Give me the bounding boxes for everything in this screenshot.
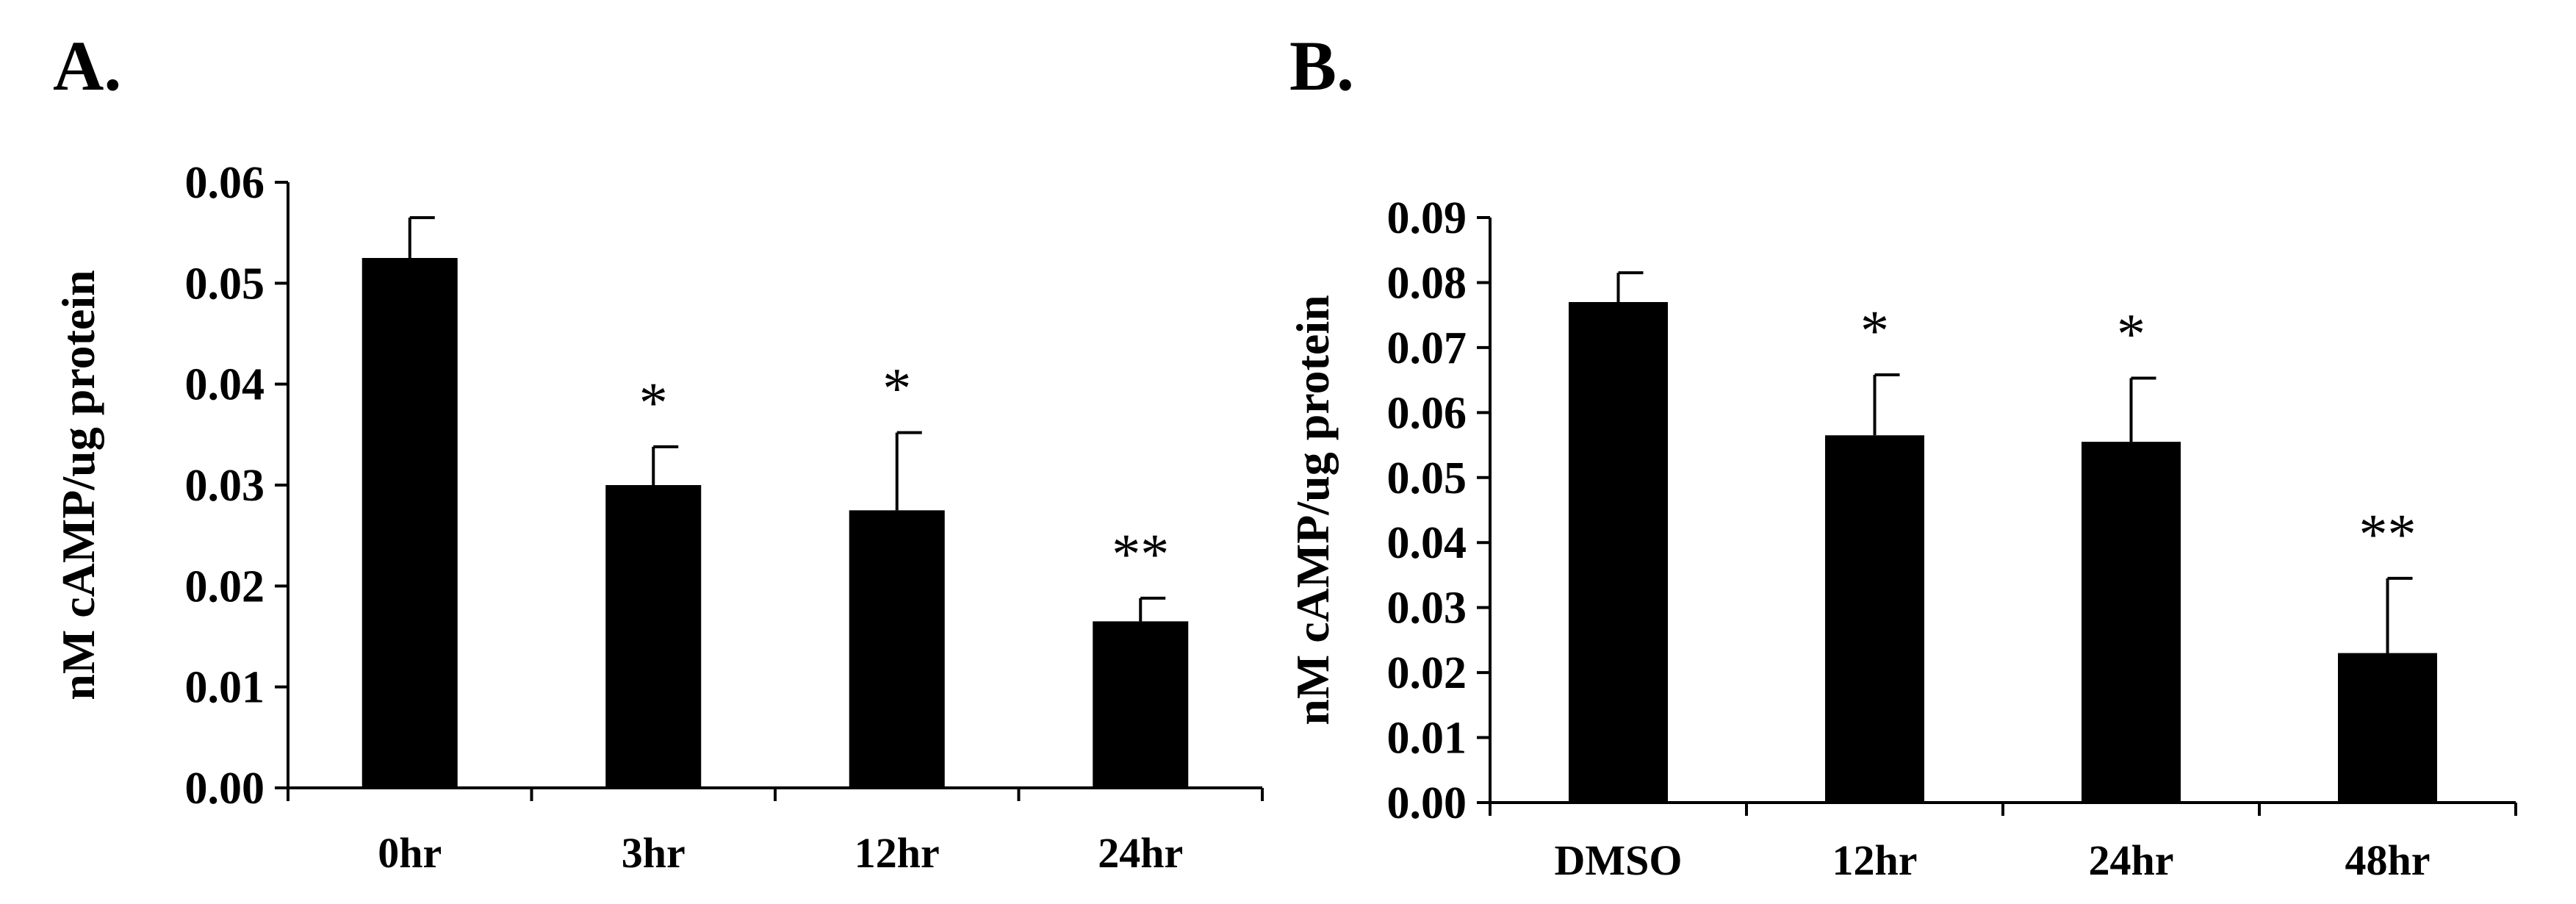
bar-12hr [1825,435,1924,803]
significance-marker: ** [1112,522,1169,586]
bar-48hr [2338,653,2437,803]
x-category-label: 0hr [378,829,442,877]
y-tick-label: 0.01 [1387,714,1467,764]
significance-marker: ** [2359,502,2417,566]
y-tick-label: 0.07 [1387,323,1467,373]
y-tick-label: 0.01 [185,663,265,713]
panel-b-label: B. [1289,26,1354,105]
x-category-label: 3hr [622,829,686,877]
y-tick-label: 0.04 [1387,518,1467,568]
bar-24hr [2082,442,2181,803]
chart-panel-b: B. nM cAMP/ug protein 0.00 0.01 0.02 0.03 0.04… [1287,26,2517,884]
y-tick-label: 0.03 [185,461,265,511]
y-axis-title: nM cAMP/ug protein [1287,295,1339,725]
significance-marker: * [882,356,911,420]
x-category-label: DMSO [1555,836,1683,884]
x-category-label: 24hr [1098,829,1183,877]
y-tick-label: 0.06 [185,158,265,208]
x-category-label: 12hr [855,829,940,877]
panel-a-label: A. [53,26,121,105]
bar-24hr [1093,621,1189,788]
significance-marker: * [639,370,668,434]
y-tick-label: 0.04 [185,360,265,410]
chart-panel-a: A. nM cAMP/ug protein 0.00 0.01 0.02 0.03 0.04… [52,26,1264,877]
bar-12hr [849,510,945,788]
y-tick-label: 0.05 [1387,453,1467,503]
significance-marker: * [2117,301,2145,365]
y-axis-title: nM cAMP/ug protein [52,270,104,700]
x-category-label: 48hr [2345,836,2431,884]
x-category-label: 24hr [2089,836,2174,884]
y-tick-label: 0.09 [1387,193,1467,243]
y-tick-label: 0.05 [185,259,265,309]
y-tick-label: 0.08 [1387,258,1467,308]
bar-3hr [605,485,702,788]
y-tick-label: 0.03 [1387,584,1467,634]
y-tick-label: 0.02 [1387,648,1467,698]
significance-marker: * [1860,298,1889,362]
y-tick-label: 0.00 [185,764,265,814]
y-tick-label: 0.00 [1387,778,1467,828]
y-tick-label: 0.06 [1387,388,1467,438]
x-category-label: 12hr [1832,836,1918,884]
bar-dmso [1569,301,1668,803]
y-tick-label: 0.02 [185,562,265,611]
bar-0hr [361,258,458,788]
